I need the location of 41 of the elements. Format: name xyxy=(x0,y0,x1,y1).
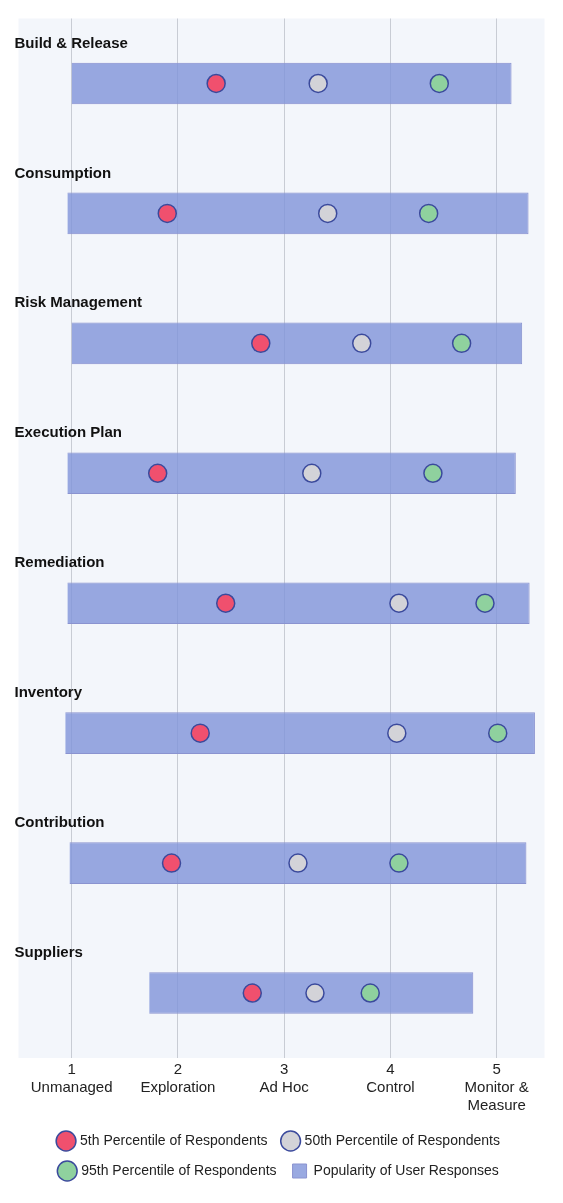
point xyxy=(317,203,338,224)
y-tick-label: Inventory xyxy=(14,683,83,701)
point xyxy=(215,593,236,613)
point xyxy=(423,463,443,484)
point xyxy=(147,463,168,484)
point xyxy=(305,983,325,1003)
point xyxy=(360,983,380,1003)
legend-label: 5th Percentile of Respondents xyxy=(80,1131,268,1148)
point xyxy=(418,203,439,224)
y-tick-label: Consumption xyxy=(14,163,112,181)
point xyxy=(161,853,182,873)
point xyxy=(389,593,409,613)
y-tick-label: Contribution xyxy=(14,813,105,831)
point xyxy=(308,73,328,94)
x-tick-label: 1 Unmanaged xyxy=(30,1060,113,1096)
legend-label: Popularity of User Responses xyxy=(313,1161,499,1178)
x-tick-label: 3 Ad Hoc xyxy=(259,1060,310,1096)
point xyxy=(288,853,308,873)
y-tick-label: Risk Management xyxy=(14,293,143,311)
point xyxy=(206,73,226,94)
point xyxy=(389,853,409,873)
x-tick-label: 2 Exploration xyxy=(140,1060,216,1096)
legend-label: 95th Percentile of Respondents xyxy=(81,1161,277,1178)
point xyxy=(157,203,178,224)
point xyxy=(251,333,271,354)
point xyxy=(242,983,263,1003)
point xyxy=(451,333,472,354)
point xyxy=(475,593,495,613)
point xyxy=(351,333,372,354)
x-tick-label: 4 Control xyxy=(366,1060,415,1096)
point xyxy=(302,463,322,484)
y-tick-label: Execution Plan xyxy=(14,423,123,441)
y-tick-label: Remediation xyxy=(14,553,105,571)
y-tick-label: Suppliers xyxy=(14,943,83,961)
y-tick-label: Build & Release xyxy=(14,33,128,51)
legend-label: 50th Percentile of Respondents xyxy=(304,1131,500,1148)
point xyxy=(387,723,407,743)
point xyxy=(487,723,508,743)
point xyxy=(190,723,210,743)
point xyxy=(429,73,450,94)
x-tick-label: 5 Monitor & Measure xyxy=(464,1060,529,1114)
